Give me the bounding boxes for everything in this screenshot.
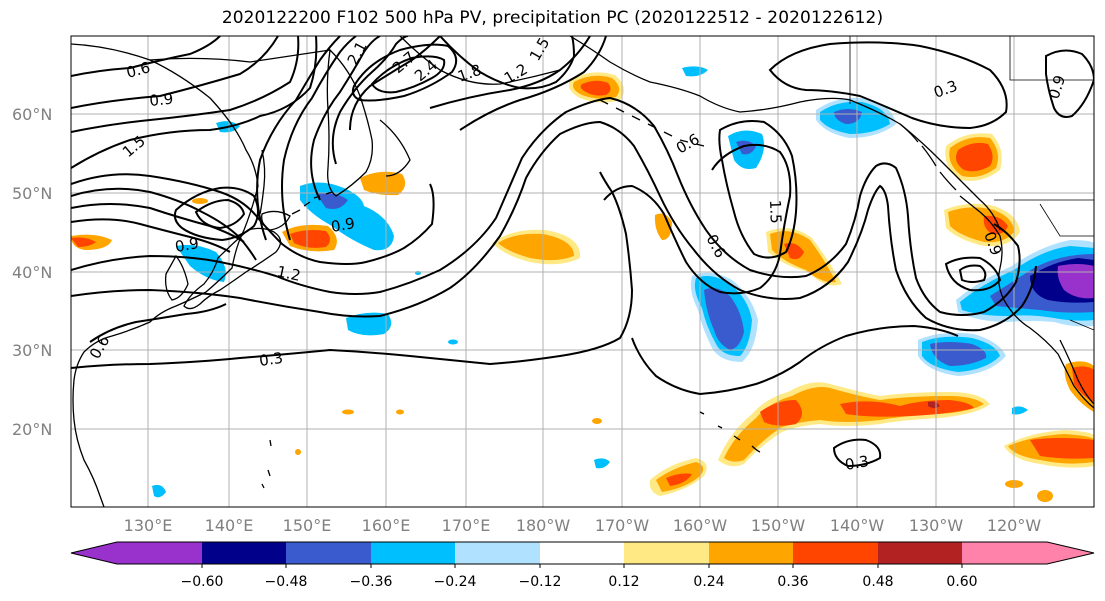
lon-label: 180°W: [516, 516, 571, 535]
colorbar-segment: [624, 542, 710, 564]
contour-label: 0.9: [149, 90, 175, 110]
contour-label: 0.3: [844, 452, 871, 474]
colorbar: −0.60 −0.48 −0.36 −0.24 −0.12 0.12 0.24 …: [70, 541, 1095, 590]
lon-label: 120°W: [987, 516, 1042, 535]
lat-label: 60°N: [12, 105, 52, 124]
lon-label: 170°W: [595, 516, 650, 535]
colorbar-tick-label: 0.24: [693, 574, 724, 590]
contour-label: 0.6: [124, 58, 152, 82]
colorbar-tick-label: −0.12: [519, 574, 562, 590]
figure-title: 2020122200 F102 500 hPa PV, precipitatio…: [221, 8, 884, 28]
map-frame: [70, 35, 1095, 508]
colorbar-segment: [1047, 542, 1094, 564]
lon-label: 150°W: [751, 516, 806, 535]
lat-label: 40°N: [12, 263, 52, 282]
map-content: 0.6 0.9 1.5 2.1 2.4 2.7 1.8 1.2 1.5 0.9 …: [71, 36, 1094, 507]
lon-label: 150°E: [283, 516, 332, 535]
longitude-labels: 130°E 140°E 150°E 160°E 170°E 180°W 170°…: [124, 516, 1042, 535]
lat-label: 30°N: [12, 341, 52, 360]
colorbar-tick-label: −0.36: [350, 574, 393, 590]
colorbar-ticks: [201, 564, 963, 568]
colorbar-tick-label: −0.60: [181, 574, 224, 590]
lon-label: 160°E: [362, 516, 411, 535]
lon-label: 130°W: [909, 516, 964, 535]
contour-label: 0.9: [174, 234, 201, 256]
contour-label: 0.3: [258, 349, 284, 370]
contour-label: 1.2: [275, 262, 302, 285]
contour-label: 0.9: [330, 214, 357, 236]
contour-label: 1.5: [766, 200, 785, 224]
colorbar-segment: [455, 542, 541, 564]
lat-label: 20°N: [12, 420, 52, 439]
colorbar-tick-label: 0.60: [946, 574, 977, 590]
colorbar-tick-label: 0.12: [608, 574, 639, 590]
colorbar-segment: [540, 542, 625, 564]
colorbar-segment: [878, 542, 963, 564]
colorbar-segment: [962, 542, 1048, 564]
precip-positive-anomalies: [71, 72, 1094, 502]
lon-label: 140°W: [830, 516, 885, 535]
lon-label: 160°W: [673, 516, 728, 535]
lat-label: 50°N: [12, 184, 52, 203]
colorbar-segment: [202, 542, 287, 564]
precip-negative-anomalies: [152, 66, 1094, 498]
colorbar-segment: [117, 542, 203, 564]
colorbar-segment: [709, 542, 794, 564]
colorbar-segment: [371, 542, 456, 564]
pv-contours: [71, 36, 1094, 468]
colorbar-segment: [286, 542, 372, 564]
political-borders: [849, 36, 1094, 331]
colorbar-tick-label: −0.48: [265, 574, 308, 590]
colorbar-outline: [70, 541, 1095, 565]
lon-label: 130°E: [124, 516, 173, 535]
colorbar-tick-label: −0.24: [434, 574, 477, 590]
colorbar-tick-label: 0.36: [777, 574, 808, 590]
colorbar-segment: [793, 542, 879, 564]
coastlines: [71, 36, 1094, 507]
latitude-labels: 60°N 50°N 40°N 30°N 20°N: [12, 105, 52, 439]
lon-label: 170°E: [442, 516, 491, 535]
colorbar-segment: [71, 542, 117, 564]
colorbar-tick-label: 0.48: [862, 574, 893, 590]
lon-label: 140°E: [205, 516, 254, 535]
